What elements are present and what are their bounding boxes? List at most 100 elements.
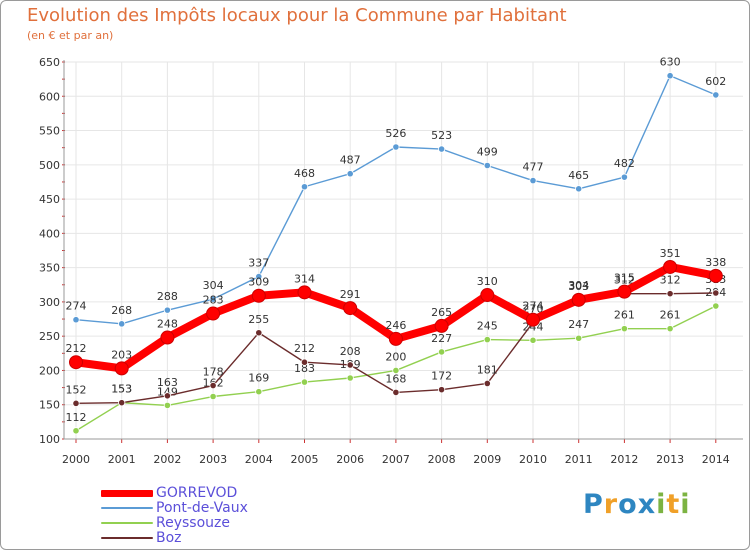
data-point-pont-de-vaux	[118, 320, 126, 328]
data-label-pont-de-vaux: 499	[477, 146, 498, 159]
x-tick-label: 2002	[153, 453, 181, 466]
data-label-pont-de-vaux: 487	[340, 154, 361, 167]
data-label-boz: 181	[477, 363, 498, 376]
legend-swatch-boz	[101, 537, 153, 539]
data-point-pont-de-vaux	[209, 295, 217, 303]
data-point-boz	[392, 388, 400, 396]
data-label-reyssouze: 245	[477, 320, 498, 333]
data-point-gorrevod	[663, 259, 678, 274]
data-point-gorrevod	[526, 312, 540, 327]
data-point-pont-de-vaux	[712, 91, 720, 99]
data-point-reyssouze	[620, 325, 629, 333]
data-label-gorrevod: 274	[523, 300, 544, 313]
x-tick-label: 2006	[336, 453, 364, 466]
data-point-pont-de-vaux	[620, 173, 629, 181]
x-tick-label: 2012	[610, 453, 638, 466]
chart-subtitle: (en € et par an)	[27, 29, 114, 42]
data-point-reyssouze	[529, 336, 537, 344]
data-point-boz	[666, 290, 674, 298]
data-label-boz: 172	[431, 370, 452, 383]
data-point-pont-de-vaux	[483, 161, 491, 170]
y-tick-label: 250	[39, 330, 60, 343]
y-tick-label: 600	[39, 90, 60, 103]
data-label-reyssouze: 227	[431, 332, 452, 345]
data-point-gorrevod	[617, 284, 632, 299]
y-tick-label: 400	[39, 227, 60, 240]
x-tick-label: 2004	[245, 453, 273, 466]
y-tick-label: 550	[39, 125, 60, 138]
y-tick-label: 200	[39, 364, 60, 377]
data-point-gorrevod	[571, 292, 586, 307]
y-tick-label: 300	[39, 296, 60, 309]
chart-title: Evolution des Impôts locaux pour la Comm…	[27, 5, 567, 26]
data-label-pont-de-vaux: 468	[294, 167, 315, 180]
data-label-reyssouze: 261	[660, 309, 681, 322]
data-point-boz	[437, 386, 446, 394]
data-point-gorrevod	[114, 361, 129, 376]
data-point-boz	[163, 392, 171, 400]
data-point-boz	[209, 381, 217, 390]
data-label-boz: 255	[248, 313, 269, 326]
data-label-boz: 212	[294, 342, 315, 355]
data-point-reyssouze	[346, 374, 354, 382]
data-label-reyssouze: 183	[294, 362, 315, 375]
legend-label-gorrevod: GORREVOD	[156, 485, 238, 501]
legend-swatch-pont-de-vaux	[101, 507, 153, 509]
data-point-gorrevod	[160, 330, 175, 345]
data-label-boz: 208	[340, 345, 361, 358]
data-label-boz: 270	[523, 302, 544, 315]
data-label-pont-de-vaux: 465	[568, 169, 589, 182]
data-point-gorrevod	[434, 318, 449, 333]
data-label-reyssouze: 169	[248, 372, 269, 385]
data-point-reyssouze	[392, 366, 400, 375]
data-point-reyssouze	[300, 378, 309, 386]
data-label-pont-de-vaux: 523	[431, 129, 452, 142]
x-tick-label: 2001	[108, 453, 136, 466]
data-label-boz: 163	[157, 376, 178, 389]
data-point-gorrevod	[69, 355, 83, 370]
legend-item-reyssouze: Reyssouze	[101, 516, 361, 531]
data-label-gorrevod: 314	[294, 272, 315, 285]
proxiti-logo: Proxiti	[583, 489, 691, 520]
data-label-boz: 168	[385, 372, 406, 385]
data-point-reyssouze	[72, 427, 80, 435]
data-label-gorrevod: 212	[66, 342, 87, 355]
data-point-reyssouze	[437, 348, 446, 356]
data-point-gorrevod	[206, 306, 221, 321]
logo-letter: P	[583, 489, 604, 520]
data-point-pont-de-vaux	[163, 306, 171, 314]
data-label-pont-de-vaux: 526	[385, 127, 406, 140]
data-label-reyssouze: 112	[66, 411, 87, 424]
y-tick-label: 100	[39, 433, 60, 446]
x-tick-label: 2010	[519, 453, 547, 466]
logo-letter: r	[603, 489, 619, 520]
data-point-reyssouze	[163, 401, 171, 410]
legend-label-reyssouze: Reyssouze	[156, 515, 230, 531]
x-tick-label: 2014	[702, 453, 730, 466]
data-point-gorrevod	[388, 331, 403, 346]
data-label-gorrevod: 246	[385, 319, 406, 332]
data-point-pont-de-vaux	[666, 72, 674, 80]
data-point-pont-de-vaux	[437, 145, 446, 153]
data-label-boz: 178	[203, 366, 224, 379]
data-point-reyssouze	[666, 325, 674, 333]
data-label-boz: 152	[66, 383, 87, 396]
data-point-reyssouze	[209, 392, 217, 401]
data-label-gorrevod: 303	[568, 280, 589, 293]
data-point-boz	[346, 361, 354, 369]
data-label-reyssouze: 247	[568, 318, 589, 331]
data-point-reyssouze	[483, 336, 491, 344]
data-label-gorrevod: 309	[248, 276, 269, 289]
data-label-gorrevod: 265	[431, 306, 452, 319]
data-label-boz: 304	[568, 279, 589, 292]
data-label-pont-de-vaux: 288	[157, 290, 178, 303]
data-label-gorrevod: 283	[203, 294, 224, 307]
data-label-reyssouze: 200	[385, 350, 406, 363]
legend-item-boz: Boz	[101, 531, 361, 546]
x-tick-label: 2009	[473, 453, 501, 466]
logo-letter: i	[656, 489, 667, 520]
data-point-boz	[72, 399, 80, 407]
data-label-boz: 153	[111, 383, 132, 396]
data-point-pont-de-vaux	[392, 143, 400, 151]
